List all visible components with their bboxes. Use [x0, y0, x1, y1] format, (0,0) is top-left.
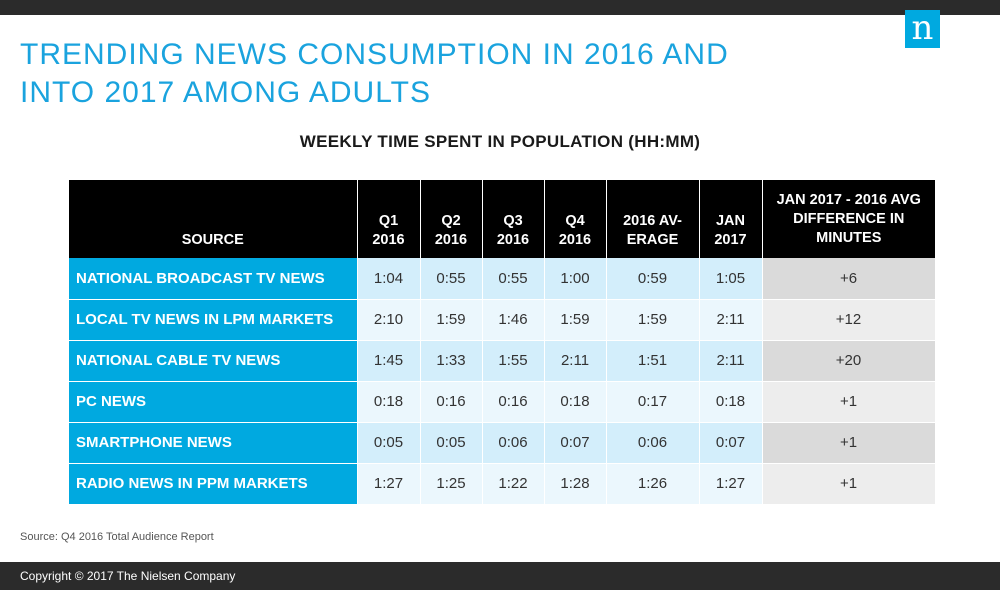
cell-diff: +1: [762, 381, 936, 423]
news-consumption-table: SOURCE Q1 2016 Q2 2016 Q3 2016 Q4 2016 2016 …: [69, 180, 936, 505]
page-title: TRENDING NEWS CONSUMPTION IN 2016 AND IN…: [20, 36, 880, 112]
row-source: SMARTPHONE NEWS: [69, 422, 358, 464]
top-bar: [0, 0, 1000, 15]
cell-q2: 1:33: [420, 340, 483, 382]
footer-bar: Copyright © 2017 The Nielsen Company: [0, 562, 1000, 590]
cell-jan: 1:05: [699, 258, 763, 300]
cell-q4: 1:00: [544, 258, 607, 300]
col-header-q4: Q4 2016: [544, 180, 607, 258]
cell-q4: 2:11: [544, 340, 607, 382]
cell-q4: 0:07: [544, 422, 607, 464]
table-row: SMARTPHONE NEWS 0:05 0:05 0:06 0:07 0:06…: [69, 422, 936, 464]
cell-q3: 0:06: [482, 422, 545, 464]
cell-q3: 0:55: [482, 258, 545, 300]
cell-avg: 1:51: [606, 340, 700, 382]
cell-avg: 0:06: [606, 422, 700, 464]
cell-q1: 0:05: [357, 422, 421, 464]
cell-q3: 1:22: [482, 463, 545, 505]
cell-q4: 1:28: [544, 463, 607, 505]
cell-q2: 1:25: [420, 463, 483, 505]
col-header-q3: Q3 2016: [482, 180, 545, 258]
row-source: LOCAL TV NEWS IN LPM MARKETS: [69, 299, 358, 341]
cell-jan: 0:18: [699, 381, 763, 423]
copyright-text: Copyright © 2017 The Nielsen Company: [20, 569, 236, 583]
col-header-q1: Q1 2016: [357, 180, 421, 258]
table-row: PC NEWS 0:18 0:16 0:16 0:18 0:17 0:18 +1: [69, 381, 936, 423]
nielsen-logo: n: [905, 10, 940, 48]
row-source: NATIONAL CABLE TV NEWS: [69, 340, 358, 382]
cell-jan: 1:27: [699, 463, 763, 505]
cell-q2: 0:55: [420, 258, 483, 300]
col-header-q2: Q2 2016: [420, 180, 483, 258]
cell-avg: 1:59: [606, 299, 700, 341]
cell-q1: 1:04: [357, 258, 421, 300]
col-header-avg: 2016 AV- ERAGE: [606, 180, 700, 258]
cell-q2: 0:05: [420, 422, 483, 464]
cell-jan: 2:11: [699, 340, 763, 382]
cell-avg: 0:59: [606, 258, 700, 300]
cell-q2: 0:16: [420, 381, 483, 423]
cell-avg: 1:26: [606, 463, 700, 505]
cell-avg: 0:17: [606, 381, 700, 423]
title-line-2: INTO 2017 AMONG ADULTS: [20, 76, 432, 109]
source-note: Source: Q4 2016 Total Audience Report: [20, 531, 214, 543]
cell-diff: +1: [762, 422, 936, 464]
table-row: NATIONAL CABLE TV NEWS 1:45 1:33 1:55 2:…: [69, 340, 936, 382]
table-row: LOCAL TV NEWS IN LPM MARKETS 2:10 1:59 1…: [69, 299, 936, 341]
cell-q4: 1:59: [544, 299, 607, 341]
table-title: WEEKLY TIME SPENT IN POPULATION (HH:MM): [299, 132, 701, 151]
cell-diff: +1: [762, 463, 936, 505]
col-header-jan: JAN 2017: [699, 180, 763, 258]
cell-q2: 1:59: [420, 299, 483, 341]
cell-q1: 1:45: [357, 340, 421, 382]
cell-diff: +12: [762, 299, 936, 341]
row-source: PC NEWS: [69, 381, 358, 423]
cell-q1: 2:10: [357, 299, 421, 341]
cell-diff: +20: [762, 340, 936, 382]
row-source: NATIONAL BROADCAST TV NEWS: [69, 258, 358, 300]
cell-diff: +6: [762, 258, 936, 300]
table-header-row: SOURCE Q1 2016 Q2 2016 Q3 2016 Q4 2016 2016 …: [69, 180, 935, 258]
cell-jan: 2:11: [699, 299, 763, 341]
row-source: RADIO NEWS IN PPM MARKETS: [69, 463, 358, 505]
cell-q3: 1:55: [482, 340, 545, 382]
table-row: NATIONAL BROADCAST TV NEWS 1:04 0:55 0:5…: [69, 258, 936, 300]
col-header-difference: JAN 2017 - 2016 AVG DIFFERENCE IN MINUTES: [762, 180, 935, 258]
col-header-source: SOURCE: [69, 180, 358, 258]
cell-q1: 0:18: [357, 381, 421, 423]
cell-q4: 0:18: [544, 381, 607, 423]
cell-q3: 0:16: [482, 381, 545, 423]
cell-q1: 1:27: [357, 463, 421, 505]
table-row: RADIO NEWS IN PPM MARKETS 1:27 1:25 1:22…: [69, 463, 936, 505]
cell-jan: 0:07: [699, 422, 763, 464]
title-line-1: TRENDING NEWS CONSUMPTION IN 2016 AND: [20, 38, 729, 71]
cell-q3: 1:46: [482, 299, 545, 341]
